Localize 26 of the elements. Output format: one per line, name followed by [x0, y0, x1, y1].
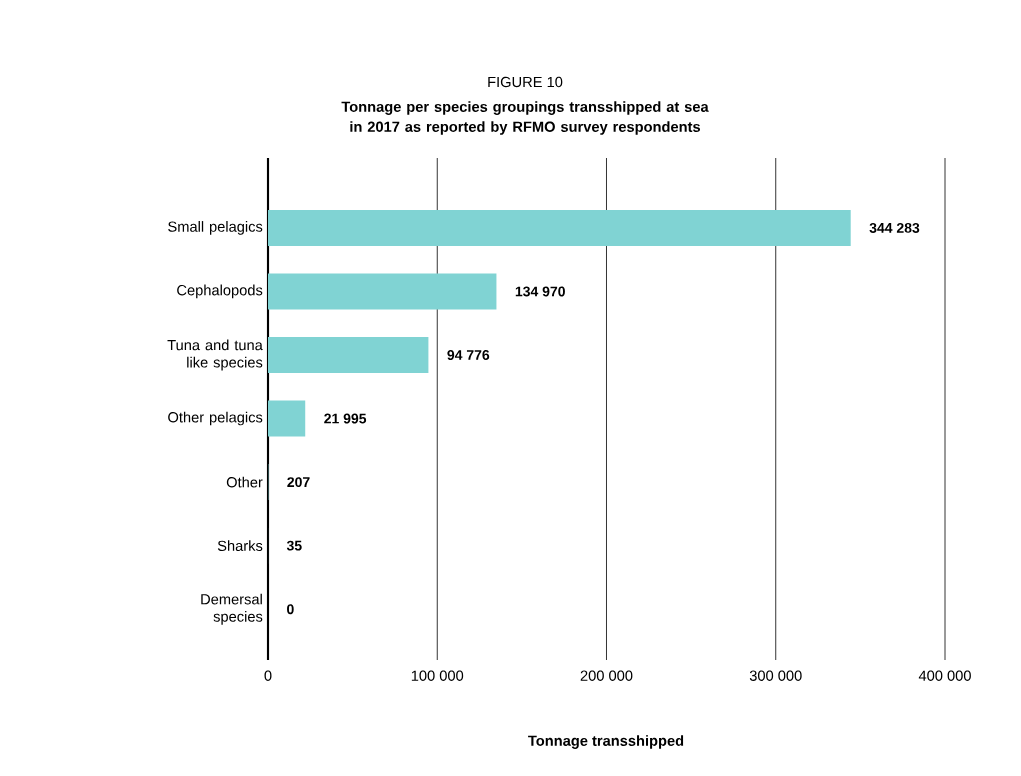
x-tick-label: 100 000	[411, 670, 464, 681]
bar	[268, 273, 497, 310]
chart-title: FIGURE 10	[488, 76, 563, 88]
bar	[268, 209, 851, 246]
y-tick-label: Demersal species	[201, 593, 263, 625]
y-tick-label: Small pelagics	[168, 221, 263, 235]
x-axis-title: Tonnage transshipped	[528, 735, 684, 749]
data-label: 207	[287, 477, 310, 488]
data-label: 35	[286, 540, 302, 551]
data-label: 0	[287, 604, 294, 615]
data-label: 21 995	[324, 413, 367, 424]
bar	[268, 400, 306, 437]
x-tick-label: 300 000	[749, 670, 802, 681]
y-tick-label: Cephalopods	[177, 284, 263, 299]
y-tick-label: Sharks	[217, 540, 263, 552]
x-tick-label: 400 000	[918, 670, 971, 681]
y-tick-label: Other	[226, 476, 263, 488]
y-tick-label: Tuna and tuna like species	[167, 339, 263, 371]
x-tick-label: 0	[264, 670, 272, 681]
data-label: 344 283	[869, 222, 920, 233]
data-label: 94 776	[447, 350, 490, 360]
y-tick-label: Other pelagics	[168, 411, 263, 426]
data-label: 134 970	[515, 286, 565, 297]
chart-subtitle: Tonnage per species groupings transshipped at sea in 2017 as reported by RFMO survey respondents	[341, 101, 709, 135]
bar	[268, 337, 429, 373]
x-tick-label: 200 000	[580, 670, 633, 681]
